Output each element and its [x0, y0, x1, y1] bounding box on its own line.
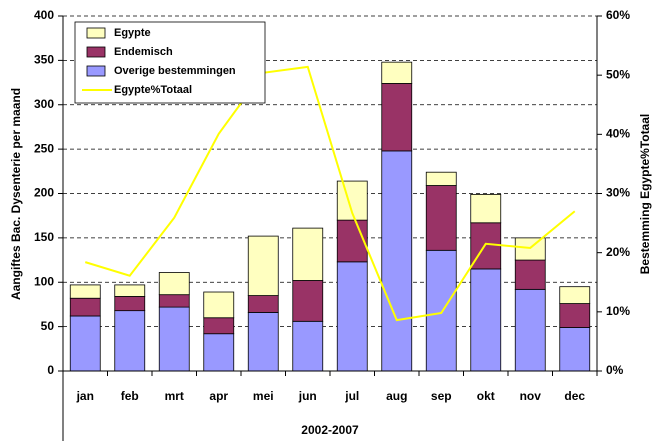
bar-segment: [203, 333, 235, 372]
legend-label: Overige bestemmingen: [114, 65, 236, 77]
bar-segment: [559, 303, 591, 328]
bar-segment: [69, 315, 101, 372]
bar-segment: [514, 288, 546, 372]
y-tick-label: 400: [34, 8, 54, 22]
bar-segment: [69, 297, 101, 317]
x-axis-label: 2002-2007: [301, 423, 359, 437]
bar-segment: [559, 327, 591, 372]
bar-segment: [69, 284, 101, 299]
y2-tick-label: 50%: [606, 67, 630, 81]
legend-box: [74, 21, 266, 104]
bar-segment: [559, 286, 591, 304]
x-tick-label: mei: [253, 389, 274, 403]
y-tick-label: 200: [34, 186, 54, 200]
bar-segment: [203, 291, 235, 319]
y-tick-label: 0: [47, 363, 54, 377]
y2-tick-label: 0%: [606, 363, 624, 377]
y2-tick-label: 60%: [606, 8, 630, 22]
y-tick-label: 350: [34, 53, 54, 67]
bar-segment: [514, 237, 546, 261]
bar-segment: [114, 310, 146, 372]
bar-segment: [381, 83, 413, 152]
bar-segment: [158, 306, 190, 372]
legend-label: Egypte: [114, 27, 151, 39]
legend-swatch: [86, 27, 106, 39]
legend-swatch: [86, 65, 106, 77]
x-tick-label: jan: [76, 389, 94, 403]
y2-axis-label: Bestemming Egypte%Totaal: [638, 114, 652, 274]
bar-segment: [514, 259, 546, 290]
bar-segment: [470, 222, 502, 270]
bar-segment: [247, 295, 279, 313]
bar-segment: [247, 235, 279, 296]
x-tick-label: jul: [344, 389, 359, 403]
x-tick-label: mrt: [165, 389, 184, 403]
x-tick-label: feb: [121, 389, 139, 403]
legend-label: Endemisch: [114, 46, 173, 58]
y-axis-label: Aangiftes Bac. Dysenterie per maand: [9, 88, 23, 300]
y-tick-label: 100: [34, 274, 54, 288]
y2-tick-label: 40%: [606, 127, 630, 141]
y-tick-label: 50: [41, 319, 55, 333]
y2-tick-label: 10%: [606, 304, 630, 318]
bar-segment: [425, 171, 457, 186]
bar-segment: [292, 227, 324, 281]
y-tick-label: 300: [34, 97, 54, 111]
x-tick-label: apr: [209, 389, 228, 403]
x-tick-label: okt: [477, 389, 495, 403]
bar-segment: [336, 261, 368, 372]
bar-segment: [470, 193, 502, 224]
bar-segment: [381, 61, 413, 84]
legend-swatch: [86, 46, 106, 58]
bar-segment: [292, 320, 324, 372]
bar-segment: [425, 185, 457, 251]
legend-label: Egypte%Totaal: [114, 84, 192, 96]
x-tick-label: dec: [564, 389, 585, 403]
bar-segment: [114, 296, 146, 312]
x-tick-label: sep: [431, 389, 452, 403]
bar-segment: [381, 150, 413, 372]
x-tick-label: nov: [520, 389, 542, 403]
line-series: [84, 65, 576, 322]
y2-tick-label: 20%: [606, 245, 630, 259]
bar-segment: [292, 280, 324, 322]
bar-segment: [158, 294, 190, 308]
y-tick-label: 150: [34, 230, 54, 244]
bar-segment: [114, 284, 146, 297]
y2-tick-label: 30%: [606, 186, 630, 200]
bar-segment: [247, 312, 279, 372]
bar-segment: [203, 317, 235, 335]
bar-segment: [425, 249, 457, 372]
bar-segment: [158, 272, 190, 296]
legend: Egypte Endemisch Overige bestemmingen Egypt…: [74, 21, 266, 104]
y-tick-label: 250: [34, 141, 54, 155]
x-tick-label: aug: [386, 389, 407, 403]
bar-segment: [336, 219, 368, 263]
x-tick-label: jun: [298, 389, 317, 403]
bar-segment: [470, 268, 502, 372]
